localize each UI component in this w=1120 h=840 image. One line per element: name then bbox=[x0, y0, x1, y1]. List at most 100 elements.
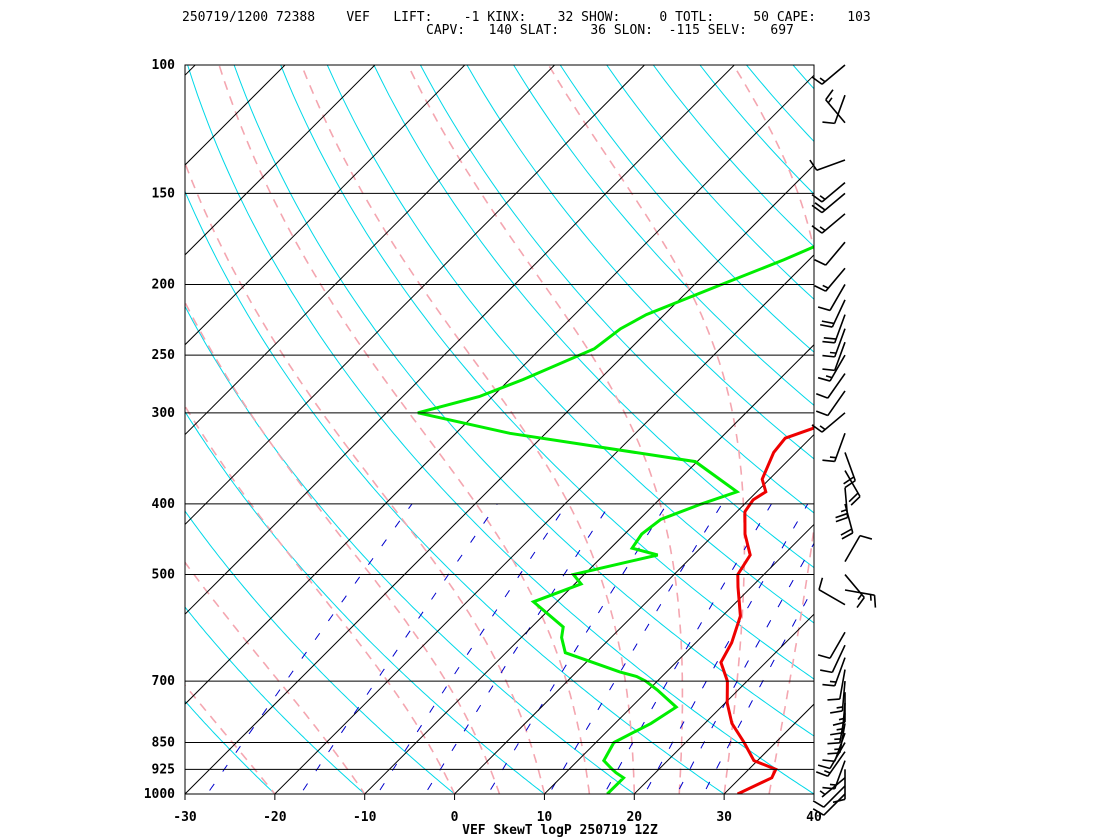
wind-barb-staff bbox=[833, 657, 846, 687]
moist-adiabat-line bbox=[547, 65, 746, 794]
dry-adiabat-line bbox=[185, 606, 366, 794]
isotherm-line bbox=[185, 65, 556, 436]
pressure-tick-label: 250 bbox=[152, 348, 176, 363]
dry-adiabat-line bbox=[185, 510, 456, 794]
wind-barb bbox=[815, 390, 846, 417]
isotherm-line bbox=[363, 344, 814, 794]
wind-barb-staff bbox=[833, 760, 846, 790]
temperature-tick-label: 10 bbox=[537, 810, 553, 825]
wind-barb-staff bbox=[827, 390, 846, 417]
pressure-tick-label: 500 bbox=[152, 568, 176, 583]
wind-barb bbox=[809, 159, 846, 172]
moist-adiabat-line bbox=[407, 65, 684, 794]
wind-barb bbox=[811, 213, 846, 234]
dry-adiabat-line bbox=[963, 49, 1120, 810]
wind-barb-staff bbox=[839, 669, 846, 700]
wind-barb-feather bbox=[814, 259, 827, 266]
wind-barb bbox=[812, 785, 846, 808]
isotherm-line bbox=[185, 65, 376, 256]
wind-barb-staff bbox=[833, 328, 846, 358]
wind-barb bbox=[819, 777, 846, 798]
wind-barb bbox=[827, 723, 846, 755]
mixing-ratio-line bbox=[206, 503, 413, 794]
wind-barb-feather bbox=[812, 808, 825, 816]
wind-barb-half-feather bbox=[827, 97, 833, 104]
wind-barb-half-feather bbox=[819, 77, 826, 83]
wind-barb bbox=[814, 241, 846, 266]
wind-barb bbox=[814, 267, 846, 292]
wind-barb-half-feather bbox=[819, 195, 826, 200]
pressure-tick-label: 300 bbox=[152, 406, 176, 421]
wind-barb-feather bbox=[832, 721, 846, 726]
wind-barb bbox=[832, 692, 846, 726]
wind-barb bbox=[820, 644, 846, 674]
wind-barb-staff bbox=[844, 487, 849, 518]
wind-barb-feather bbox=[827, 698, 840, 701]
wind-barb-staff bbox=[831, 644, 846, 673]
wind-barb-feather bbox=[817, 654, 831, 660]
wind-barb-staff bbox=[833, 314, 846, 344]
mixing-ratio-line bbox=[300, 503, 498, 794]
wind-barb-feather bbox=[814, 202, 826, 211]
temperature-tick-label: 30 bbox=[716, 810, 732, 825]
temperature-profile-line bbox=[719, 422, 814, 794]
wind-barb-staff bbox=[844, 470, 861, 497]
wind-barb-feather bbox=[844, 479, 856, 489]
dry-adiabat-line bbox=[187, 65, 814, 794]
wind-barb bbox=[822, 94, 846, 125]
wind-barb-staff bbox=[821, 64, 846, 85]
wind-barb-half-feather bbox=[829, 456, 837, 459]
background-grid bbox=[185, 49, 1120, 810]
wind-barb-staff bbox=[825, 241, 846, 266]
moist-adiabat-line bbox=[300, 65, 636, 794]
isotherm-line bbox=[813, 793, 814, 794]
dewpoint-profile-line bbox=[417, 245, 814, 794]
dry-adiabat-line bbox=[699, 65, 814, 195]
wind-barb-feather bbox=[809, 159, 818, 171]
chart-title: VEF SkewT logP 250719 12Z bbox=[462, 823, 658, 838]
wind-barb-staff bbox=[821, 182, 846, 203]
wind-barb-staff bbox=[844, 535, 861, 563]
pressure-tick-label: 850 bbox=[152, 736, 176, 751]
temperature-tick-label: -20 bbox=[263, 810, 287, 825]
wind-barb bbox=[832, 769, 846, 804]
mixing-ratio-line bbox=[424, 503, 611, 794]
wind-barb-feather bbox=[843, 476, 855, 485]
pressure-tick-label: 200 bbox=[152, 277, 176, 292]
dry-adiabat-line bbox=[513, 65, 814, 406]
wind-barb-half-feather bbox=[829, 783, 837, 786]
wind-barb-half-feather bbox=[819, 790, 826, 796]
isotherm-line bbox=[453, 433, 814, 794]
wind-barb-feather bbox=[815, 392, 829, 399]
dry-adiabat-line bbox=[745, 65, 814, 143]
wind-barb-staff bbox=[829, 284, 846, 311]
wind-barb-feather bbox=[827, 752, 840, 755]
moist-adiabat-line bbox=[185, 561, 366, 794]
dry-adiabat-line bbox=[373, 65, 814, 569]
wind-barb-staff bbox=[821, 412, 846, 433]
wind-barb-half-feather bbox=[836, 706, 843, 709]
pressure-tick-label: 925 bbox=[152, 762, 175, 777]
isotherm-line bbox=[633, 613, 814, 794]
wind-barb-feather bbox=[822, 121, 835, 125]
wind-barb-feather bbox=[825, 89, 834, 101]
temperature-tick-label: 40 bbox=[806, 810, 822, 825]
wind-barb-feather bbox=[821, 320, 835, 325]
dry-adiabat-line bbox=[185, 700, 276, 794]
wind-barb-feather bbox=[817, 306, 831, 312]
header-line-2: CAPV: 140 SLAT: 36 SLON: -115 SELV: 697 bbox=[426, 23, 794, 38]
wind-barb-staff bbox=[833, 432, 846, 462]
wind-barb-staff bbox=[821, 192, 846, 214]
wind-barb-feather bbox=[850, 495, 861, 506]
wind-barb-feather bbox=[812, 800, 825, 808]
wind-barb-feather bbox=[822, 368, 835, 372]
wind-barb-staff bbox=[844, 452, 857, 481]
wind-barb bbox=[811, 192, 846, 214]
wind-barb-feather bbox=[811, 424, 823, 433]
wind-barb-staff bbox=[827, 751, 846, 777]
wind-barb-staff bbox=[821, 213, 846, 234]
moist-adiabat-line bbox=[185, 683, 276, 794]
sounding-profiles bbox=[417, 245, 814, 794]
pressure-tick-label: 100 bbox=[152, 58, 176, 73]
